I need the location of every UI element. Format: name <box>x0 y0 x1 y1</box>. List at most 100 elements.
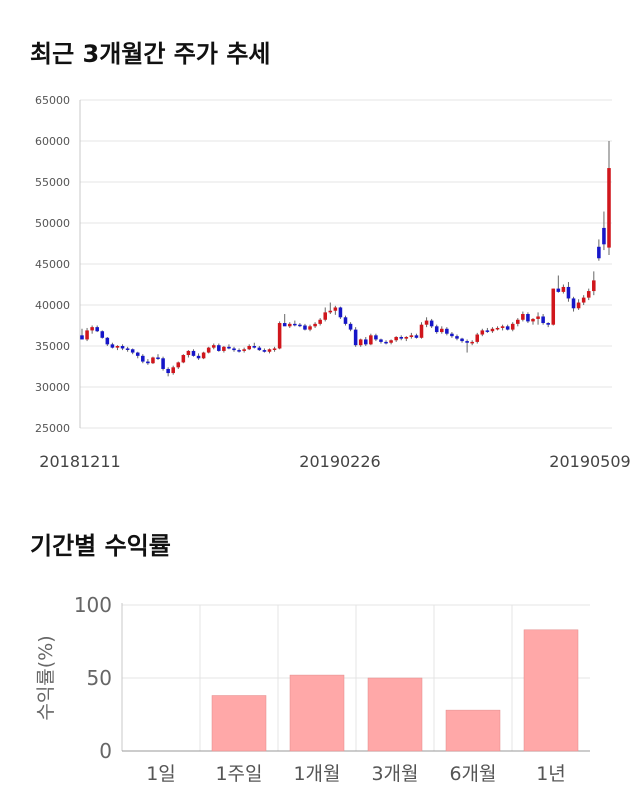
candle <box>196 353 201 360</box>
candle <box>146 359 150 365</box>
x-tick-label: 6개월 <box>449 763 496 785</box>
x-tick-label: 3개월 <box>371 763 418 785</box>
candle <box>384 340 388 345</box>
candle <box>561 284 566 294</box>
candle-body <box>146 361 150 364</box>
y-tick-label: 25000 <box>35 422 70 435</box>
candle <box>328 302 333 315</box>
candle-body <box>348 323 353 330</box>
candle <box>551 288 556 326</box>
candle-body <box>181 355 186 363</box>
candle <box>429 318 434 328</box>
candle <box>505 324 510 331</box>
candle-body <box>328 310 333 313</box>
candle-body <box>531 318 535 322</box>
candle <box>171 365 175 375</box>
candle <box>404 336 409 342</box>
candle <box>531 318 535 325</box>
candle <box>308 324 312 332</box>
candle-body <box>242 349 246 351</box>
candle-body <box>217 345 221 351</box>
candle <box>480 328 485 337</box>
candle-body <box>541 316 545 324</box>
bar <box>211 695 267 752</box>
candle-body <box>358 339 363 346</box>
bar <box>445 709 501 752</box>
candle <box>293 320 297 327</box>
candle <box>470 340 474 346</box>
candle <box>465 339 469 353</box>
candlestick-chart: 65000 60000 55000 50000 45000 40000 35000 30000… <box>35 94 631 471</box>
y-tick-label: 45000 <box>35 258 70 271</box>
bar <box>289 674 345 752</box>
candle-body <box>171 367 175 374</box>
candle <box>135 351 140 359</box>
candle <box>262 348 267 353</box>
candle <box>490 327 495 333</box>
candle <box>399 335 404 341</box>
candle <box>374 333 378 342</box>
candles <box>80 141 611 377</box>
candle <box>156 354 160 360</box>
candle-body <box>546 323 550 325</box>
candle <box>267 348 272 354</box>
y-tick-label: 40000 <box>35 299 70 312</box>
candle <box>181 354 186 364</box>
x-tick-label: 20190509 <box>549 452 630 471</box>
candle-grid <box>79 99 612 429</box>
bar <box>367 677 423 752</box>
candle <box>389 339 393 345</box>
candle <box>500 324 505 331</box>
candle-body <box>333 307 338 311</box>
y-tick-label: 35000 <box>35 340 70 353</box>
candle-x-ticks: 20181211 20190226 20190509 <box>39 452 630 471</box>
bar-x-ticks: 1일 1주일 1개월 3개월 6개월 1년 <box>146 763 566 785</box>
candle-body <box>602 227 606 245</box>
candle-body <box>363 339 368 345</box>
candle-body <box>237 350 241 352</box>
candle-body <box>262 350 267 352</box>
candle <box>125 346 130 352</box>
candle <box>130 348 135 355</box>
candle-body <box>338 307 343 318</box>
candle-body <box>592 280 596 292</box>
candle <box>242 347 246 353</box>
candle <box>333 305 338 315</box>
candle <box>571 296 576 312</box>
candle-body <box>597 246 601 259</box>
candle-body <box>475 334 480 342</box>
x-tick-label: 1개월 <box>293 763 340 785</box>
candle-body <box>394 336 398 341</box>
candle-body <box>282 323 287 327</box>
candle-body <box>369 335 373 345</box>
candle <box>541 314 545 325</box>
candle-body <box>414 335 419 338</box>
candle <box>440 326 444 334</box>
candle <box>586 288 591 301</box>
candle-body <box>222 346 226 351</box>
candle-body <box>556 288 561 292</box>
candle-body <box>80 335 84 340</box>
candle-body <box>495 327 500 330</box>
candle-body <box>536 316 540 319</box>
y-tick-label: 60000 <box>35 135 70 148</box>
candle-body <box>252 346 257 348</box>
candle-body <box>287 323 292 327</box>
candle <box>516 318 520 327</box>
candle <box>252 342 257 349</box>
candle <box>602 211 606 251</box>
candle <box>409 332 414 339</box>
candle-body <box>374 335 378 340</box>
candle <box>460 337 464 343</box>
candle-body <box>505 326 510 330</box>
candle-body <box>440 328 444 333</box>
candle-body <box>389 340 393 343</box>
candle-body <box>293 323 297 326</box>
candle <box>358 338 363 347</box>
candle-body <box>303 325 307 330</box>
candle <box>414 333 419 339</box>
candle <box>257 346 262 351</box>
candle <box>536 312 540 325</box>
candle <box>495 326 500 331</box>
candle-body <box>445 328 449 334</box>
